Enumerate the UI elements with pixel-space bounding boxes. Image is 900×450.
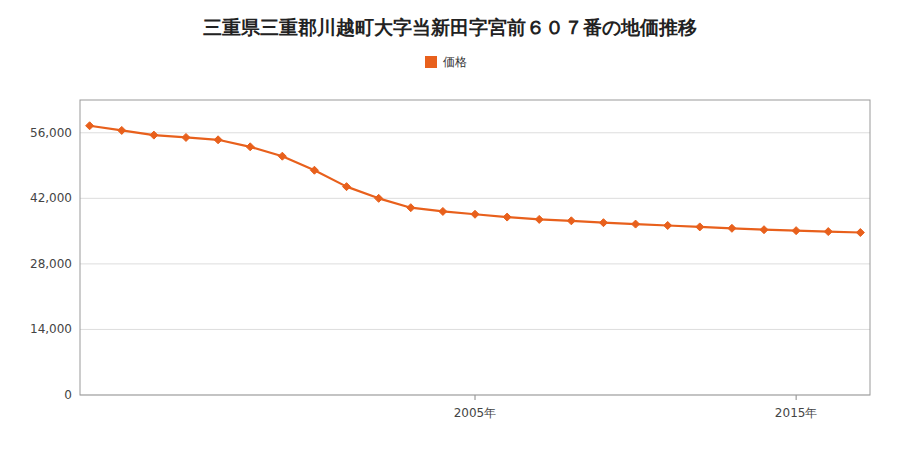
marker <box>407 204 415 212</box>
grid-line <box>80 329 870 330</box>
marker <box>471 210 479 218</box>
x-tick-label: 2015年 <box>775 406 818 420</box>
marker <box>599 219 607 227</box>
y-tick-label: 14,000 <box>30 322 72 336</box>
marker <box>792 227 800 235</box>
grid-line <box>80 132 870 133</box>
marker <box>343 183 351 191</box>
grid <box>80 133 870 395</box>
x-tick <box>796 395 797 400</box>
marker <box>150 131 158 139</box>
marker <box>503 213 511 221</box>
marker <box>375 194 383 202</box>
y-tick-label: 42,000 <box>30 191 72 205</box>
marker <box>632 220 640 228</box>
y-tick-label: 28,000 <box>30 257 72 271</box>
marker <box>728 224 736 232</box>
legend: 価格 <box>425 55 467 69</box>
marker <box>214 136 222 144</box>
marker <box>278 152 286 160</box>
marker <box>86 122 94 130</box>
marker <box>439 207 447 215</box>
marker <box>118 126 126 134</box>
y-tick-label: 0 <box>64 388 72 402</box>
x-tick <box>475 395 476 400</box>
x-tick-label: 2005年 <box>454 406 497 420</box>
data-area <box>86 122 865 237</box>
marker <box>824 228 832 236</box>
title: 三重県三重郡川越町大字当新田字宮前６０７番の地価推移 <box>203 16 697 38</box>
marker <box>182 133 190 141</box>
y-tick-label: 56,000 <box>30 126 72 140</box>
grid-line <box>80 198 870 199</box>
background <box>0 0 900 450</box>
chart: 三重県三重郡川越町大字当新田字宮前６０７番の地価推移 0 14,000 28,000 4… <box>0 0 900 450</box>
marker <box>535 215 543 223</box>
marker <box>696 223 704 231</box>
line <box>90 126 861 233</box>
plot-frame <box>80 100 870 395</box>
legend-swatch <box>425 56 437 68</box>
marker <box>246 143 254 151</box>
marker <box>664 221 672 229</box>
marker <box>760 226 768 234</box>
marker <box>310 166 318 174</box>
marker <box>567 217 575 225</box>
marker <box>856 229 864 237</box>
grid-line <box>80 263 870 264</box>
legend-label: 価格 <box>443 55 467 69</box>
